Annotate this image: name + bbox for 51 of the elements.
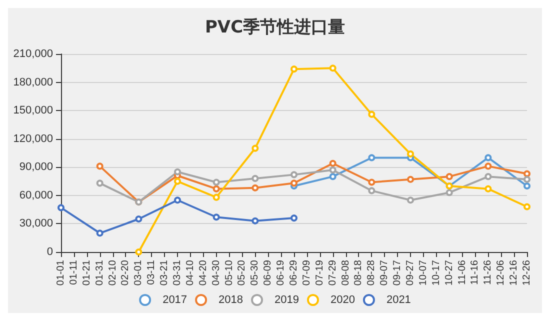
x-tick-label: 01-11 <box>68 260 80 285</box>
y-tick-label: 210,000 <box>13 48 53 60</box>
x-tick-label: 07-09 <box>301 260 312 286</box>
x-tick-label: 06-29 <box>288 260 300 286</box>
legend-label: 2021 <box>386 294 411 306</box>
x-tick-label: 10-07 <box>418 260 429 286</box>
x-tick-label: 04-10 <box>184 260 196 286</box>
x-tick-label: 01-31 <box>94 260 106 286</box>
y-tick-label: 0 <box>46 246 53 258</box>
legend-label: 2020 <box>330 294 355 306</box>
x-tick-label: 05-20 <box>236 260 248 286</box>
x-tick-label: 04-20 <box>198 260 209 286</box>
legend-label: 2017 <box>162 294 188 306</box>
x-tick-label: 04-30 <box>210 260 222 286</box>
x-tick-label: 03-31 <box>172 260 183 286</box>
x-tick-label: 10-17 <box>430 260 442 286</box>
x-tick-label: 05-10 <box>224 260 235 286</box>
x-tick-label: 12-26 <box>522 260 532 286</box>
x-tick-label: 01-21 <box>81 260 92 286</box>
x-tick-label: 12-16 <box>508 260 520 286</box>
x-tick-label: 11-16 <box>470 260 481 285</box>
x-tick-label: 07-29 <box>327 260 338 286</box>
x-tick-label: 02-10 <box>107 260 118 286</box>
x-tick-label: 01-01 <box>56 260 66 286</box>
y-tick-label: 60,000 <box>19 189 53 202</box>
legend-label: 2018 <box>218 294 244 306</box>
x-tick-label: 09-07 <box>379 260 390 286</box>
x-tick-label: 09-17 <box>392 260 404 286</box>
x-tick-label: 09-27 <box>405 260 416 286</box>
x-tick-label: 07-19 <box>314 260 326 286</box>
y-tick-label: 120,000 <box>13 132 53 145</box>
x-tick-label: 03-11 <box>146 260 158 285</box>
x-tick-label: 05-30 <box>250 260 261 286</box>
x-tick-label: 10-27 <box>444 260 455 286</box>
legend-label: 2019 <box>274 294 299 306</box>
x-tick-label: 03-01 <box>133 260 144 286</box>
x-tick-label: 06-09 <box>262 260 274 286</box>
y-tick-label: 90,000 <box>19 161 53 174</box>
x-tick-label: 08-28 <box>366 260 378 286</box>
x-tick-label: 06-19 <box>276 260 287 286</box>
x-tick-label: 11-06 <box>456 260 468 285</box>
x-tick-label: 11-26 <box>482 260 494 285</box>
x-tick-label: 02-20 <box>120 260 132 286</box>
y-tick-label: 180,000 <box>13 76 53 88</box>
x-tick-label: 08-08 <box>340 260 352 286</box>
x-tick-label: 03-21 <box>159 260 170 286</box>
y-tick-label: 150,000 <box>13 104 53 117</box>
chart-title: PVC季节性进口量 <box>204 18 346 38</box>
x-tick-label: 08-18 <box>353 260 364 286</box>
x-tick-label: 12-06 <box>496 260 507 286</box>
y-tick-label: 30,000 <box>19 218 53 230</box>
